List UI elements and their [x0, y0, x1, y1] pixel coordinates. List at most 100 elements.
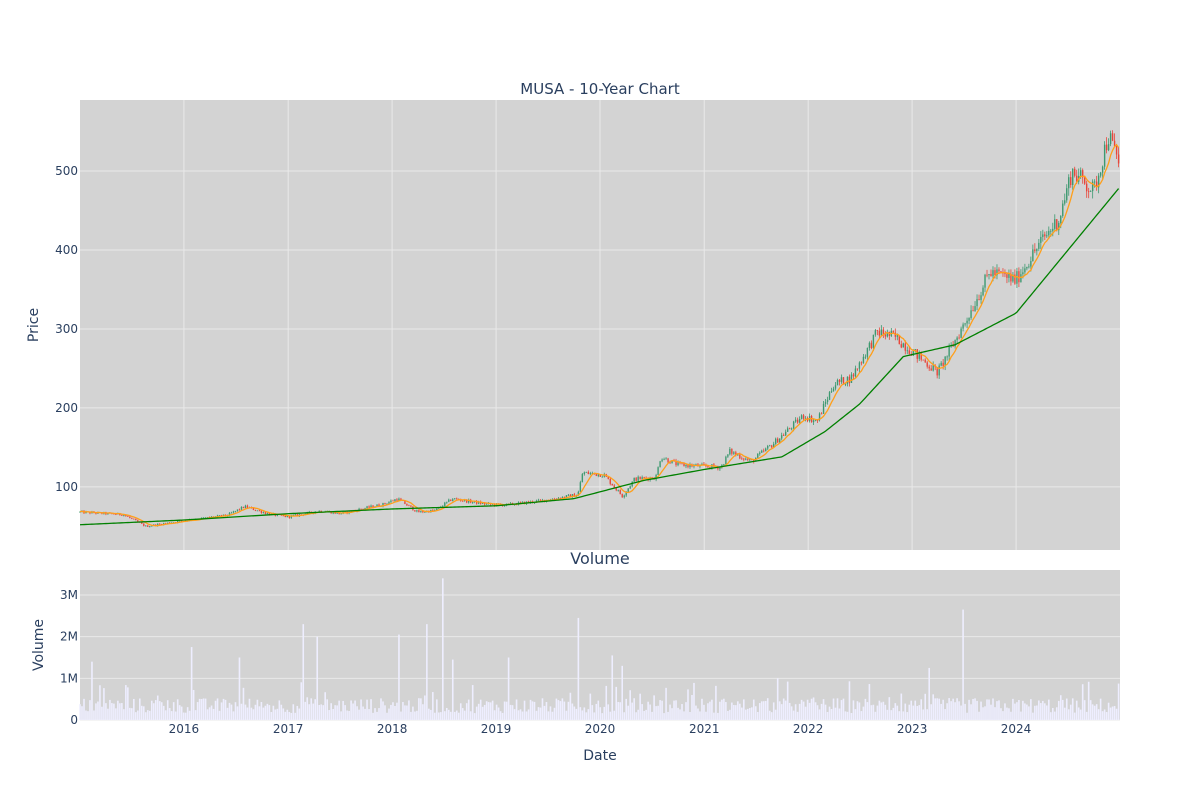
candle-body	[579, 482, 582, 492]
candlestick	[589, 471, 592, 476]
candlestick	[456, 497, 458, 500]
volume-bar	[91, 661, 93, 720]
volume-bar	[848, 681, 851, 720]
candlestick	[238, 508, 241, 511]
price-chart-title: MUSA - 10-Year Chart	[520, 80, 680, 98]
volume-bar	[786, 681, 789, 720]
volume-bar	[467, 699, 470, 720]
volume-bar	[262, 707, 265, 720]
candle-body	[786, 428, 789, 432]
volume-bar	[436, 699, 438, 720]
volume-bar	[583, 707, 586, 720]
candle-body	[1026, 266, 1028, 269]
volume-bar	[699, 711, 701, 720]
candlestick	[1028, 263, 1030, 269]
volume-bar	[505, 701, 508, 720]
volume-bar	[1020, 711, 1022, 720]
candlestick	[980, 291, 982, 304]
candle-body	[763, 450, 765, 452]
candle-body	[571, 494, 574, 498]
volume-bar	[453, 711, 456, 720]
volume-bar	[378, 708, 380, 720]
candle-body	[908, 350, 910, 354]
volume-bar	[593, 712, 596, 720]
volume-bar	[330, 703, 332, 720]
candlestick	[448, 498, 450, 503]
candle-body	[974, 306, 976, 311]
candlestick	[619, 489, 621, 495]
volume-bar	[374, 708, 376, 720]
candle-body	[956, 337, 958, 341]
volume-bar	[727, 710, 729, 720]
volume-bar	[1091, 704, 1094, 720]
volume-bar	[523, 700, 526, 720]
volume-bar	[607, 704, 610, 720]
candlestick	[1012, 271, 1014, 283]
volume-bar	[717, 712, 719, 720]
x-tick-label: 2020	[585, 722, 616, 736]
volume-bar	[509, 704, 512, 720]
volume-bar	[388, 708, 390, 720]
candle-body	[996, 269, 998, 276]
volume-bar	[420, 698, 422, 720]
candlestick	[1004, 269, 1006, 278]
candle-body	[798, 418, 801, 423]
candlestick	[1095, 175, 1098, 191]
volume-bar	[671, 708, 673, 720]
volume-bar	[924, 693, 927, 720]
candlestick	[1101, 165, 1104, 180]
candle-body	[990, 274, 992, 277]
candle-body	[537, 499, 540, 501]
candle-body	[386, 503, 388, 505]
volume-bar	[186, 707, 189, 720]
candle-body	[1050, 230, 1052, 232]
volume-bar	[392, 702, 394, 720]
volume-bar	[697, 708, 699, 720]
volume-bar	[623, 712, 626, 720]
volume-bar	[569, 692, 572, 720]
candle-body	[218, 515, 221, 517]
volume-bar	[316, 636, 319, 720]
volume-bar	[649, 704, 651, 720]
candle-body	[286, 515, 289, 518]
candle-body	[276, 514, 279, 516]
candlestick	[946, 355, 948, 361]
candle-body	[743, 458, 745, 460]
volume-bar	[144, 712, 147, 720]
candle-body	[1014, 274, 1016, 284]
volume-bar	[286, 709, 289, 720]
candlestick	[340, 513, 342, 515]
volume-bar	[563, 701, 566, 720]
candle-body	[503, 505, 506, 507]
candle-body	[918, 353, 920, 359]
candle-body	[204, 517, 207, 519]
candle-body	[858, 362, 861, 369]
candle-body	[1066, 188, 1068, 201]
candlestick	[898, 335, 900, 345]
volume-bar	[900, 693, 903, 720]
volume-bar	[511, 705, 514, 720]
candlestick	[840, 374, 843, 384]
candle-body	[978, 299, 980, 300]
candle-body	[695, 464, 697, 466]
candlestick	[254, 509, 257, 512]
volume-bar	[366, 699, 368, 720]
candle-body	[900, 344, 902, 348]
volume-bar	[878, 700, 881, 720]
volume-bar	[252, 709, 255, 720]
volume-bar	[354, 700, 356, 720]
candle-body	[553, 498, 556, 500]
candle-body	[906, 350, 908, 352]
candlestick	[1008, 269, 1010, 283]
volume-bar	[288, 711, 291, 720]
candle-body	[410, 505, 412, 507]
volume-bar	[748, 708, 751, 720]
candle-body	[671, 460, 673, 464]
candlestick	[450, 499, 452, 502]
candlestick	[1010, 269, 1012, 286]
volume-bar	[976, 700, 978, 720]
candle-body	[609, 478, 611, 484]
candlestick	[368, 505, 370, 509]
candlestick	[202, 517, 205, 519]
